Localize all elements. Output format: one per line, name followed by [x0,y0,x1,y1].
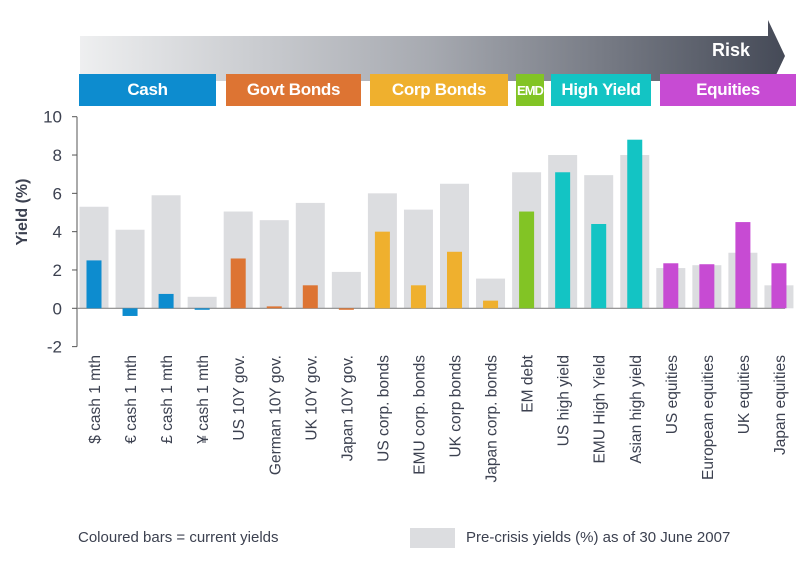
x-tick-label: UK corp bonds [448,355,465,458]
current-bar [338,308,354,310]
y-tick-label: 10 [43,108,62,127]
current-bar [410,285,426,309]
category-equities: Equities [660,74,796,106]
current-bar [627,139,643,309]
x-tick-label: US high yield [556,355,573,446]
category-cash: Cash [79,74,216,106]
y-tick-label: 0 [53,299,62,318]
current-bar [122,308,138,316]
x-tick-label: Japan corp. bonds [484,355,501,483]
current-bar [555,172,571,309]
y-tick-label: 8 [53,146,62,165]
category-govt-bonds: Govt Bonds [226,74,361,106]
precrisis-bar [151,195,181,309]
x-tick-label: € cash 1 mth [123,355,140,444]
y-tick-label: 4 [53,223,62,242]
current-bar [699,264,715,309]
x-tick-label: £ cash 1 mth [159,355,176,444]
x-tick-label: US corp. bonds [375,355,392,462]
current-bar [86,260,102,309]
category-corp-bonds: Corp Bonds [370,74,508,106]
x-tick-label: Japan 10Y gov. [339,355,356,461]
x-tick-label: UK 10Y gov. [303,355,320,441]
current-bar [663,263,679,309]
current-bar [483,300,499,309]
x-tick-label: EMU High Yield [592,355,609,464]
current-bar [302,285,318,309]
x-tick-label: $ cash 1 mth [87,355,104,444]
category-emd: EMD [516,74,544,106]
risk-label: Risk [712,40,751,60]
x-tick-label: German 10Y gov. [267,355,284,475]
legend-current: Coloured bars = current yields [78,529,279,546]
x-tick-label: European equities [700,355,717,480]
x-tick-label: ¥ cash 1 mth [195,355,212,445]
current-bar [771,263,787,309]
current-bar [230,258,246,309]
current-bar [194,308,210,310]
y-axis-label: Yield (%) [14,179,31,246]
x-tick-label: US 10Y gov. [231,355,248,441]
legend-precrisis-swatch [410,528,455,548]
current-bar [735,222,751,309]
precrisis-bar [259,220,289,309]
current-bar [591,223,607,309]
x-tick-label: EMU corp. bonds [411,355,428,475]
y-tick-label: 2 [53,261,62,280]
x-tick-label: EM debt [520,354,537,412]
y-tick-label: 6 [53,184,62,203]
current-bar [266,306,282,309]
precrisis-bar [331,271,361,309]
precrisis-bar [187,296,217,309]
x-tick-label: Japan equities [772,355,789,455]
current-bar [158,293,174,309]
current-bar [519,211,535,309]
current-bar [374,231,390,309]
category-high-yield: High Yield [551,74,651,106]
x-tick-label: Asian high yield [628,355,645,464]
precrisis-bar [115,229,145,309]
current-bar [447,251,462,309]
x-tick-label: US equities [664,355,681,435]
y-tick-label: -2 [47,338,62,357]
x-tick-label: UK equities [736,355,753,435]
legend-precrisis: Pre-crisis yields (%) as of 30 June 2007 [466,529,731,546]
